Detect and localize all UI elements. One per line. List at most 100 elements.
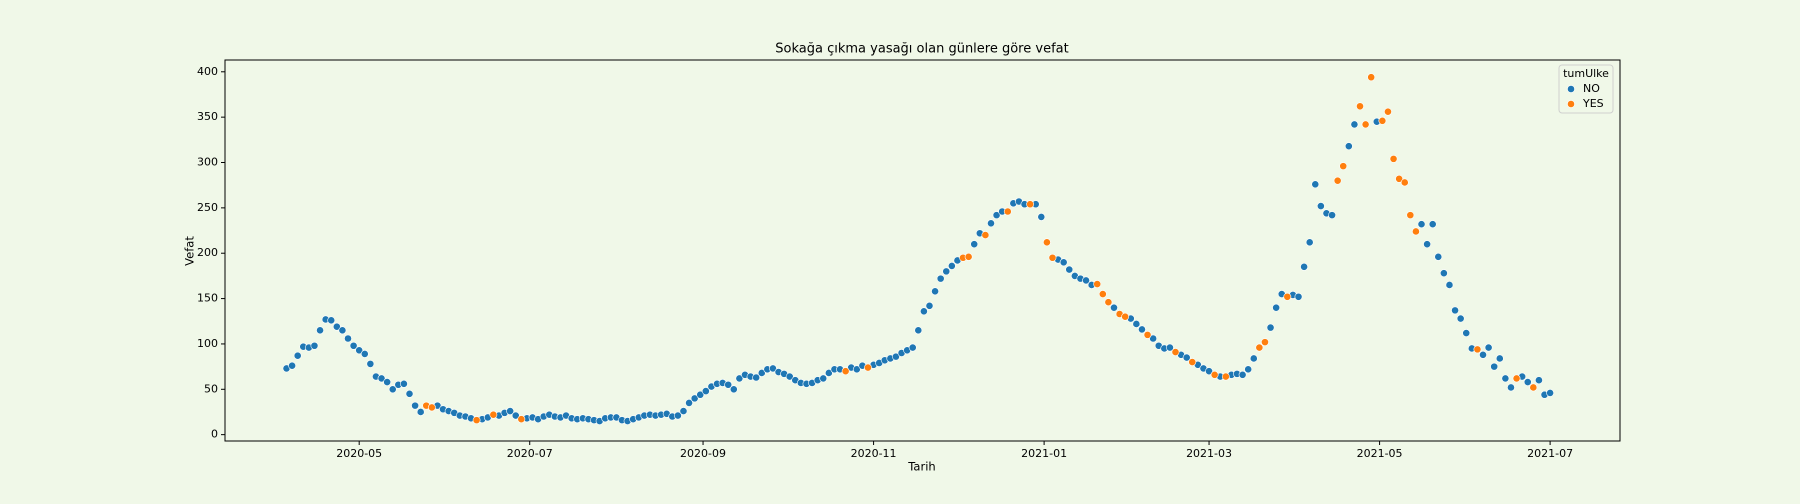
- point: [1361, 120, 1370, 129]
- point: [1512, 374, 1521, 383]
- point: [673, 411, 682, 420]
- legend-label: YES: [1582, 97, 1604, 110]
- point: [824, 369, 833, 377]
- point: [1188, 358, 1197, 366]
- x-tick-label: 2021-05: [1357, 447, 1403, 460]
- x-tick-label: 2021-03: [1186, 447, 1232, 460]
- y-tick-label: 250: [197, 201, 218, 214]
- point: [1479, 350, 1487, 359]
- point: [1445, 281, 1454, 289]
- x-tick-label: 2021-07: [1527, 447, 1573, 460]
- point: [1378, 116, 1387, 125]
- point: [400, 379, 408, 388]
- point: [1535, 376, 1543, 385]
- point: [785, 372, 794, 381]
- point: [1093, 280, 1102, 288]
- point: [1026, 200, 1035, 209]
- y-tick-label: 50: [204, 382, 218, 395]
- point: [819, 374, 828, 383]
- point: [377, 374, 386, 383]
- x-tick-label: 2021-01: [1021, 447, 1067, 460]
- point: [383, 378, 392, 386]
- point: [914, 326, 923, 335]
- point: [1037, 213, 1046, 221]
- point: [288, 361, 296, 370]
- plot-area: [224, 59, 1621, 442]
- point: [1138, 325, 1146, 334]
- y-tick-label: 200: [197, 246, 218, 259]
- point: [1316, 202, 1325, 210]
- point: [1501, 374, 1510, 383]
- point: [1098, 290, 1107, 298]
- point: [919, 307, 928, 316]
- point: [1344, 142, 1353, 151]
- point: [1048, 253, 1057, 262]
- point: [1328, 211, 1336, 220]
- point: [1149, 334, 1158, 343]
- point: [701, 387, 710, 396]
- point: [757, 369, 766, 377]
- point: [1451, 306, 1459, 315]
- point: [1456, 314, 1465, 323]
- point: [970, 240, 979, 249]
- point: [852, 365, 861, 374]
- point: [332, 322, 341, 331]
- point: [947, 262, 956, 270]
- point: [388, 385, 397, 394]
- point: [841, 367, 850, 376]
- point: [864, 363, 872, 372]
- point: [1143, 330, 1152, 339]
- point: [405, 389, 414, 398]
- point: [411, 401, 420, 410]
- point: [1417, 220, 1426, 229]
- x-tick-label: 2020-07: [507, 447, 553, 460]
- point: [1110, 303, 1118, 312]
- point: [679, 407, 688, 415]
- point: [696, 390, 705, 399]
- point: [1389, 154, 1398, 163]
- point: [1166, 343, 1174, 352]
- point: [1473, 345, 1482, 354]
- legend-title: tumUlke: [1563, 67, 1609, 80]
- point: [992, 211, 1001, 220]
- point: [1244, 365, 1253, 374]
- point: [1043, 238, 1051, 247]
- point: [327, 316, 336, 325]
- point: [1434, 252, 1443, 261]
- point: [1507, 383, 1515, 392]
- point: [987, 219, 995, 228]
- point: [1350, 120, 1359, 129]
- point: [1255, 343, 1264, 352]
- point: [1439, 269, 1448, 278]
- point: [1210, 370, 1219, 379]
- point: [1367, 73, 1376, 82]
- point: [1082, 276, 1090, 285]
- point: [735, 374, 744, 383]
- legend-marker: [1567, 85, 1575, 93]
- point: [1261, 338, 1269, 347]
- point: [360, 350, 369, 358]
- point: [724, 380, 733, 389]
- point: [964, 252, 973, 261]
- point: [1423, 240, 1432, 249]
- point: [1462, 329, 1471, 337]
- point: [416, 408, 425, 416]
- point: [1305, 238, 1314, 247]
- point: [1400, 178, 1409, 187]
- point: [349, 341, 358, 350]
- point: [1171, 348, 1180, 356]
- y-tick-label: 350: [197, 110, 218, 123]
- x-tick-label: 2020-09: [680, 447, 726, 460]
- point: [293, 351, 302, 360]
- point: [1523, 378, 1532, 386]
- point: [506, 407, 515, 415]
- point: [685, 398, 693, 407]
- point: [729, 385, 738, 394]
- point: [1529, 383, 1538, 392]
- legend-marker: [1567, 100, 1575, 108]
- point: [1205, 367, 1213, 376]
- point: [355, 346, 364, 355]
- x-tick-label: 2020-05: [336, 447, 382, 460]
- point: [1294, 292, 1303, 301]
- chart-title: Sokağa çıkma yasağı olan günlere göre ve…: [775, 42, 1068, 57]
